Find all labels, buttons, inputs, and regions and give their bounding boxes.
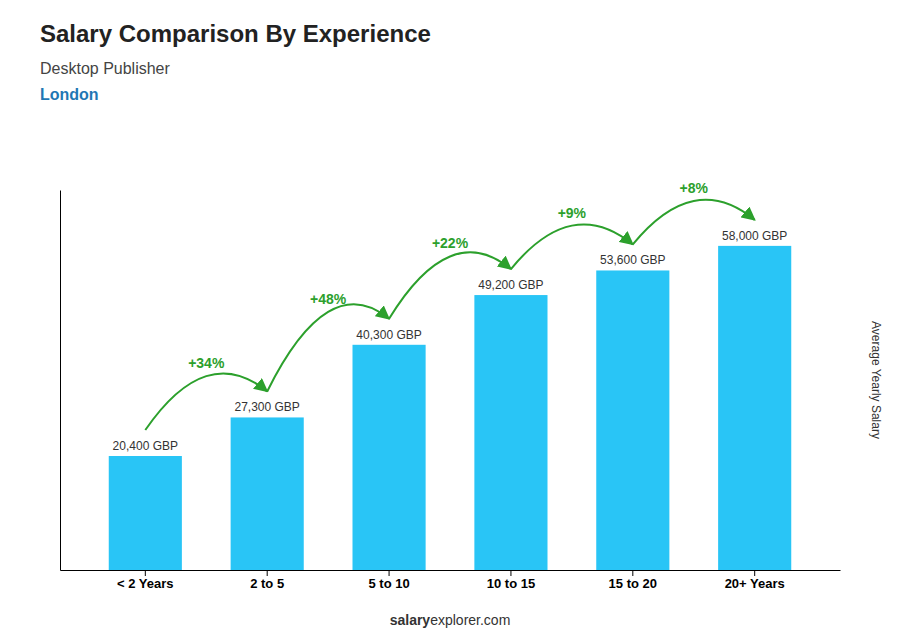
- bar: [718, 246, 791, 570]
- data-label: 49,200 GBP: [478, 278, 543, 292]
- annotations: +34% +48% +22% +9% +8%: [145, 180, 754, 430]
- x-tick-label: 10 to 15: [487, 576, 535, 591]
- change-label: +22%: [432, 235, 469, 251]
- bar: [474, 295, 547, 570]
- title: Salary Comparison By Experience: [40, 20, 431, 47]
- x-tick-label: 2 to 5: [250, 576, 284, 591]
- x-tick-mark: [389, 570, 390, 576]
- x-tick: 20+ Years: [725, 570, 785, 591]
- y-axis-title: Average Yearly Salary: [869, 321, 883, 439]
- x-tick-mark: [754, 570, 755, 576]
- subtitle: London: [40, 86, 99, 103]
- change-arrow: [267, 304, 389, 391]
- x-tick: 15 to 20: [609, 570, 657, 591]
- data-label: 53,600 GBP: [600, 253, 665, 267]
- y-axis: [60, 191, 61, 571]
- x-tick-label: 5 to 10: [368, 576, 409, 591]
- footer: salaryexplorer.com: [390, 612, 511, 628]
- x-axis: < 2 Years 2 to 5 5 to 10 10 to 15 15 to 20 20…: [61, 570, 841, 591]
- change-label: +9%: [558, 205, 587, 221]
- footer-part: salary: [390, 612, 431, 628]
- x-tick: 2 to 5: [250, 570, 284, 591]
- bar: [353, 345, 426, 570]
- x-tick-mark: [510, 570, 511, 576]
- x-tick-mark: [267, 570, 268, 576]
- change-arrow: [145, 373, 267, 430]
- bar: [109, 456, 182, 570]
- x-tick-label: < 2 Years: [117, 576, 174, 591]
- change-label: +8%: [680, 180, 709, 196]
- chart: Salary Comparison By Experience Desktop P…: [0, 0, 900, 641]
- data-label: 20,400 GBP: [113, 439, 178, 453]
- data-label: 27,300 GBP: [234, 400, 299, 414]
- x-tick: 10 to 15: [487, 570, 535, 591]
- change-arrow: [511, 224, 633, 269]
- x-tick: 5 to 10: [368, 570, 409, 591]
- x-tick-mark: [632, 570, 633, 576]
- data-label: 40,300 GBP: [356, 328, 421, 342]
- data-label: 58,000 GBP: [722, 229, 787, 243]
- x-axis-line: [61, 570, 841, 571]
- x-tick: < 2 Years: [117, 570, 174, 591]
- bars: [109, 246, 792, 570]
- bar: [596, 270, 669, 570]
- data-labels: 20,400 GBP 27,300 GBP 40,300 GBP 49,200 GBP…: [113, 229, 788, 453]
- bar: [231, 417, 304, 570]
- y-axis-line: [60, 191, 61, 571]
- subtitle: Desktop Publisher: [40, 60, 171, 77]
- x-tick-label: 20+ Years: [725, 576, 785, 591]
- x-tick-mark: [145, 570, 146, 576]
- change-arrow: [633, 200, 755, 245]
- plot-area: < 2 Years 2 to 5 5 to 10 10 to 15 15 to 20 20…: [61, 180, 841, 591]
- change-label: +34%: [188, 355, 225, 371]
- footer-part: explorer.com: [430, 612, 510, 628]
- change-arrow: [389, 252, 511, 318]
- x-tick-label: 15 to 20: [609, 576, 657, 591]
- change-label: +48%: [310, 291, 347, 307]
